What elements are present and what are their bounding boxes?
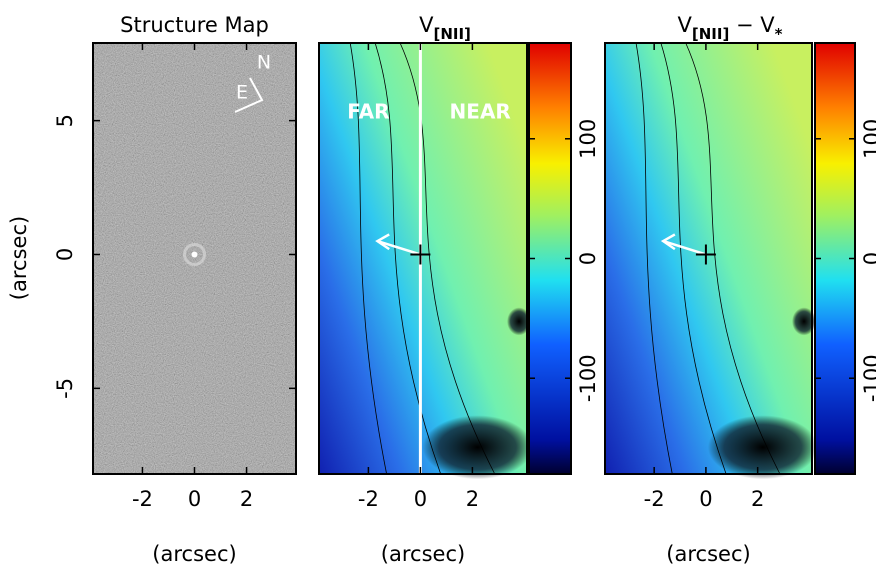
x-tick-label: 0: [414, 487, 427, 511]
x-axis-label: (arcsec): [152, 542, 236, 566]
panel-title: V[NII] − V*: [678, 13, 783, 43]
image: [605, 43, 812, 474]
colorbar-tick-label: -100: [860, 354, 876, 402]
x-tick-label: 2: [240, 487, 253, 511]
image-blob: [707, 415, 818, 480]
image: [319, 43, 527, 474]
image-blob: [422, 415, 533, 480]
contour: [685, 42, 781, 475]
compass: [234, 77, 264, 113]
title-part: V: [678, 13, 693, 37]
title-part: − V: [729, 13, 775, 37]
y-tick-label: 0: [53, 248, 77, 261]
annotation: FAR: [347, 100, 389, 124]
frame: [318, 42, 528, 475]
arrow-head: [375, 233, 390, 251]
x-tick-label: -2: [358, 487, 379, 511]
annotation: NEAR: [450, 100, 511, 124]
panel-title: Structure Map: [120, 13, 269, 37]
x-axis-label: (arcsec): [666, 542, 750, 566]
colorbar-tick-label: 0: [860, 252, 876, 265]
nucleus: [191, 251, 198, 258]
colorbar-tick-label: -100: [576, 354, 600, 402]
title-part: *: [775, 25, 783, 43]
title-part: Structure Map: [120, 13, 269, 37]
x-axis-label: (arcsec): [381, 542, 465, 566]
colorbar-tick-label: 0: [576, 252, 600, 265]
title-part: V: [419, 13, 434, 37]
image-blob: [507, 307, 531, 336]
colorbar-tick-label: 100: [860, 119, 876, 159]
x-tick-label: -2: [132, 487, 153, 511]
contour: [660, 42, 727, 475]
colorbar: [528, 42, 572, 475]
arrow-head: [660, 233, 676, 251]
arrow: [662, 239, 707, 256]
contour: [349, 42, 387, 475]
annotation: E: [236, 82, 248, 104]
y-axis-label: (arcsec): [7, 216, 31, 300]
x-tick-label: -2: [644, 487, 665, 511]
contour: [374, 42, 442, 475]
x-tick-label: 2: [466, 487, 479, 511]
y-tick-label: 5: [53, 114, 77, 127]
nucleus: [183, 242, 206, 266]
image-noise: [93, 43, 296, 474]
title-part: [NII]: [692, 25, 729, 43]
y-tick-label: -5: [53, 378, 77, 399]
frame: [604, 42, 813, 475]
arrow: [377, 239, 421, 256]
x-tick-label: 0: [699, 487, 712, 511]
x-tick-label: 2: [751, 487, 764, 511]
contour: [635, 42, 673, 475]
image-blob: [792, 307, 816, 336]
contour: [399, 42, 496, 475]
colorbar-tick-label: 100: [576, 119, 600, 159]
panel-title: V[NII]: [419, 13, 471, 43]
x-tick-label: 0: [188, 487, 201, 511]
title-part: [NII]: [433, 25, 470, 43]
annotation: N: [257, 52, 271, 74]
